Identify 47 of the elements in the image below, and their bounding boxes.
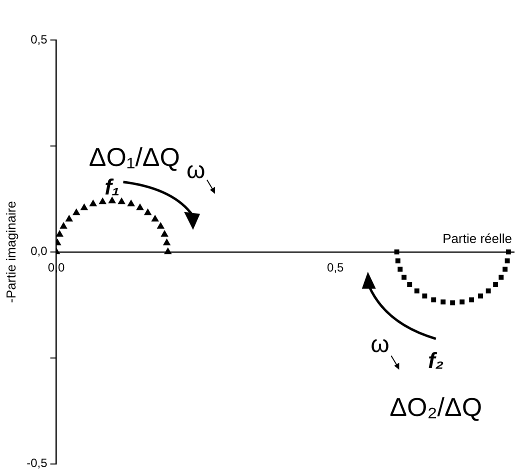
annotation: ΔO₂/ΔQ xyxy=(390,392,482,422)
point xyxy=(504,258,510,264)
point xyxy=(398,266,403,272)
point xyxy=(89,200,98,206)
annotation: ω xyxy=(186,157,206,184)
point xyxy=(98,197,107,204)
point xyxy=(72,208,80,216)
point xyxy=(486,288,491,294)
y-tick-label: 0,5 xyxy=(30,32,48,46)
y-tick-label: -0,5 xyxy=(26,456,48,470)
y-axis-title: -Partie imaginaire xyxy=(3,200,18,303)
point xyxy=(60,222,68,229)
point xyxy=(160,230,168,237)
point xyxy=(440,299,446,304)
point xyxy=(502,266,508,272)
point xyxy=(478,294,483,298)
point xyxy=(402,274,407,280)
annotation: f₁ xyxy=(104,174,120,200)
x-axis-title: Partie réelle xyxy=(442,230,512,246)
annotation: ΔO₁/ΔQ xyxy=(88,142,180,172)
point xyxy=(493,282,498,288)
point xyxy=(65,214,74,222)
point xyxy=(394,249,400,254)
point xyxy=(422,294,428,298)
point xyxy=(498,274,504,280)
point xyxy=(450,300,456,306)
point xyxy=(407,282,412,288)
point xyxy=(156,222,165,229)
point xyxy=(506,249,511,254)
point xyxy=(162,238,171,246)
y-tick-label: 0,0 xyxy=(30,244,48,258)
annotation: f₂ xyxy=(428,348,444,374)
point xyxy=(144,208,152,216)
point xyxy=(127,200,135,206)
point xyxy=(395,258,400,264)
point xyxy=(460,299,465,304)
point xyxy=(151,214,159,222)
point xyxy=(469,297,474,302)
point xyxy=(414,288,420,294)
point xyxy=(136,203,144,210)
point xyxy=(56,230,64,237)
annotation: ω xyxy=(370,330,390,358)
point xyxy=(164,247,172,254)
point xyxy=(80,203,88,210)
point xyxy=(108,196,116,204)
point xyxy=(118,197,126,204)
point xyxy=(431,297,436,302)
